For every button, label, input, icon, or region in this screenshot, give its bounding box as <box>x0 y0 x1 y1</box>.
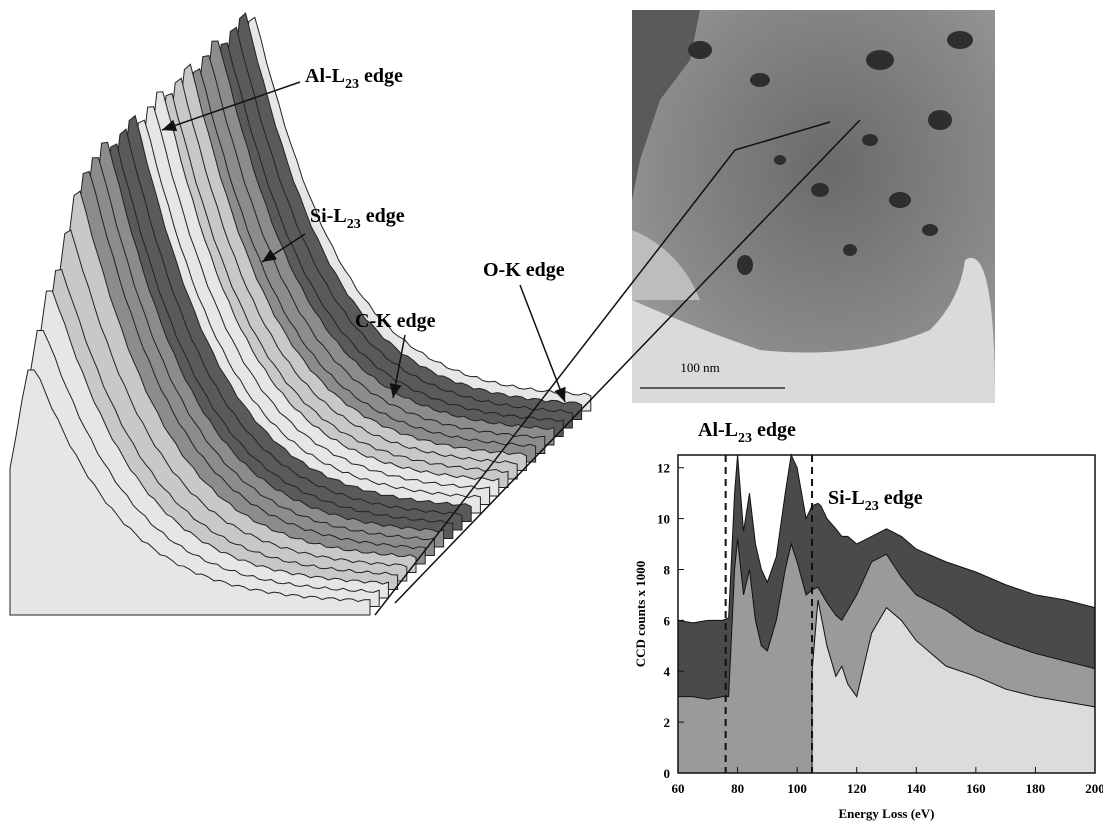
plot-frame <box>677 454 1096 774</box>
label-sub: 23 <box>345 77 359 92</box>
label-tail: edge <box>359 65 403 87</box>
x-tick-label: 100 <box>787 781 807 796</box>
label-main: Si-L <box>310 205 347 227</box>
chart: 0 2 4 6 8 10 12 60 80 100 120 140 160 180 200 Energy Lo… <box>633 419 1103 821</box>
connectors <box>374 119 861 616</box>
y-tick-label: 0 <box>664 766 671 781</box>
label-sub: 23 <box>738 431 752 446</box>
y-tick-label: 6 <box>664 613 671 628</box>
edge-label: Al-L23 edge <box>698 419 796 446</box>
y-tick-label: 12 <box>657 461 670 476</box>
y-axis-label: CCD counts x 1000 <box>633 561 648 668</box>
label-tail: edge <box>752 419 796 441</box>
edge-label: Si-L23 edge <box>828 487 923 514</box>
label-tail: edge <box>361 205 405 227</box>
label-main: Al-L <box>305 65 345 87</box>
x-tick-label: 200 <box>1085 781 1103 796</box>
waterfall <box>9 12 592 616</box>
x-tick-label: 160 <box>966 781 986 796</box>
arrow-head <box>389 383 402 398</box>
label-sub: 23 <box>347 217 361 232</box>
arrow-line <box>161 81 301 131</box>
label-main: O-K edge <box>483 259 565 281</box>
edge-label: Al-L23 edge <box>305 65 403 92</box>
label-main: C-K edge <box>355 310 436 332</box>
edge-label: Si-L23 edge <box>310 205 405 232</box>
arrow-head <box>554 386 566 402</box>
y-tick-label: 10 <box>657 512 670 527</box>
x-tick-label: 180 <box>1026 781 1046 796</box>
arrow-head <box>262 249 278 262</box>
arrow-line <box>519 284 566 403</box>
x-tick-label: 60 <box>672 781 685 796</box>
x-axis-label: Energy Loss (eV) <box>838 806 934 821</box>
y-tick-label: 2 <box>664 715 671 730</box>
label-main: Si-L <box>828 487 865 509</box>
scale-label: 100 nm <box>680 360 719 375</box>
label-sub: 23 <box>865 499 879 514</box>
label-main: Al-L <box>698 419 738 441</box>
spectrum-area <box>811 599 1096 774</box>
edge-label: C-K edge <box>355 310 436 332</box>
label-tail: edge <box>879 487 923 509</box>
edge-label: O-K edge <box>483 259 565 281</box>
x-tick-label: 120 <box>847 781 867 796</box>
y-tick-label: 8 <box>664 562 671 577</box>
x-tick-label: 80 <box>731 781 744 796</box>
x-tick-label: 140 <box>907 781 927 796</box>
spectrum-trace <box>9 369 371 616</box>
arrow-head <box>162 119 178 132</box>
y-tick-label: 4 <box>664 664 671 679</box>
micrograph: 100 nm <box>632 10 995 403</box>
